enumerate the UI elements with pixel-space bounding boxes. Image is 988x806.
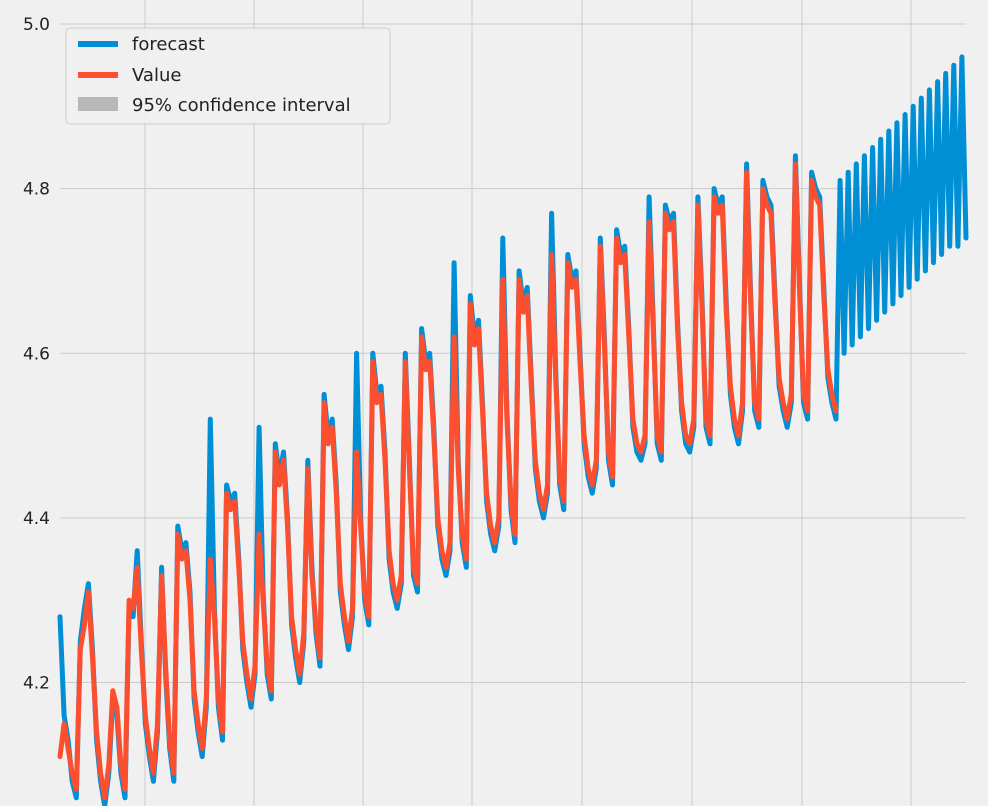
series-layer <box>57 54 969 806</box>
legend-label-value: Value <box>132 65 181 86</box>
legend-frame <box>65 27 391 125</box>
legend-label-confidence: 95% confidence interval <box>132 95 351 116</box>
y-tick-label: 4.4 <box>23 509 50 529</box>
y-tick-labels: 4.2 4.4 4.6 4.8 5.0 <box>23 15 50 694</box>
legend-swatch-confidence <box>78 97 118 111</box>
legend: forecast Value 95% confidence interval <box>65 27 391 125</box>
legend-label-forecast: forecast <box>132 34 205 55</box>
y-tick-label: 5.0 <box>23 15 50 35</box>
series-line-value <box>57 161 839 801</box>
y-tick-label: 4.2 <box>23 674 50 694</box>
y-tick-label: 4.8 <box>23 180 50 200</box>
y-tick-label: 4.6 <box>23 344 50 364</box>
